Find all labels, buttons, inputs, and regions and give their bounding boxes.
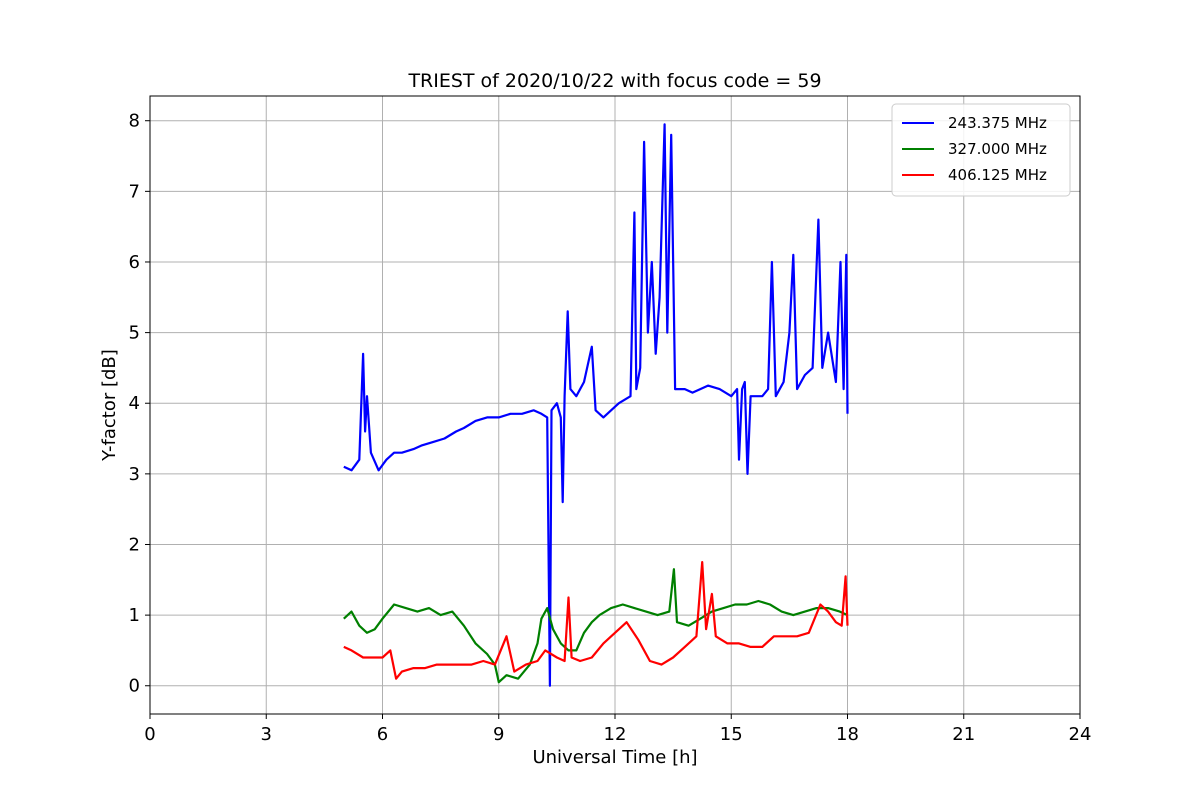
x-tick-label: 3 (261, 724, 272, 745)
y-axis-title: Y-factor [dB] (99, 349, 120, 462)
chart-title: TRIEST of 2020/10/22 with focus code = 5… (407, 70, 821, 92)
y-tick-label: 6 (129, 252, 140, 273)
x-tick-label: 21 (952, 724, 975, 745)
y-tick-label: 3 (129, 464, 140, 485)
x-tick-label: 0 (144, 724, 155, 745)
series-line-3 (343, 561, 849, 680)
x-axis-title: Universal Time [h] (532, 747, 697, 768)
y-tick-label: 7 (129, 181, 140, 202)
series-line-2 (343, 568, 848, 684)
legend-label: 406.125 MHz (948, 166, 1047, 184)
y-axis: 0 1 2 3 4 5 6 7 8 (129, 111, 150, 697)
y-tick-label: 0 (129, 676, 140, 697)
x-tick-label: 18 (836, 724, 859, 745)
y-tick-label: 1 (129, 605, 140, 626)
series-layer (343, 123, 849, 687)
y-tick-label: 5 (129, 323, 140, 344)
legend-label: 243.375 MHz (948, 114, 1047, 132)
x-tick-label: 12 (604, 724, 627, 745)
y-tick-label: 2 (129, 534, 140, 555)
x-axis: 0 3 6 9 12 15 18 21 24 (144, 714, 1091, 745)
x-tick-label: 24 (1069, 724, 1092, 745)
legend: 243.375 MHz 327.000 MHz 406.125 MHz (891, 103, 1071, 197)
legend-label: 327.000 MHz (948, 140, 1047, 158)
y-tick-label: 8 (129, 111, 140, 132)
x-tick-label: 9 (493, 724, 504, 745)
series-line-1 (343, 123, 849, 687)
x-tick-label: 15 (720, 724, 743, 745)
y-tick-label: 4 (129, 393, 140, 414)
x-tick-label: 6 (377, 724, 388, 745)
legend-box (891, 103, 1071, 197)
